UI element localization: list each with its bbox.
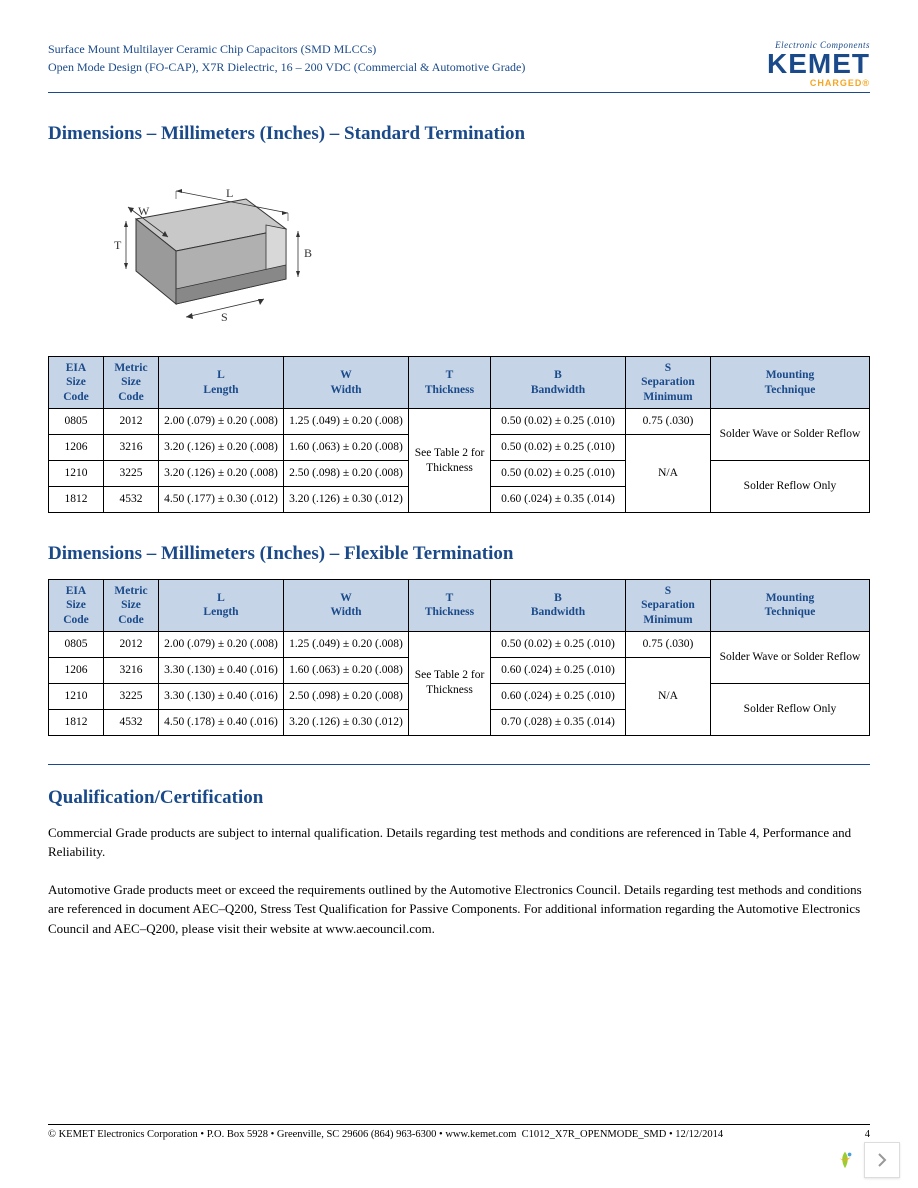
th-B: BBandwidth [491, 579, 626, 631]
th-eia: EIASizeCode [49, 357, 104, 409]
kemet-logo: Electronic Components KEMET CHARGED® [767, 40, 870, 88]
header-divider [48, 92, 870, 93]
svg-text:W: W [138, 204, 150, 218]
svg-text:B: B [304, 246, 312, 260]
header-line1: Surface Mount Multilayer Ceramic Chip Ca… [48, 40, 525, 58]
section-divider [48, 764, 870, 765]
table-row: 08052012 2.00 (.079) ± 0.20 (.008)1.25 (… [49, 632, 870, 658]
dimensions-table-standard: EIASizeCode MetricSizeCode LLength WWidt… [48, 356, 870, 513]
th-T: TThickness [409, 357, 491, 409]
qual-paragraph-2: Automotive Grade products meet or exceed… [48, 880, 870, 939]
doc-header-text: Surface Mount Multilayer Ceramic Chip Ca… [48, 40, 525, 76]
th-metric: MetricSizeCode [104, 357, 159, 409]
component-diagram: W L T B S [76, 159, 870, 344]
svg-text:L: L [226, 186, 233, 200]
qual-paragraph-1: Commercial Grade products are subject to… [48, 823, 870, 862]
dimensions-table-flexible: EIASizeCode MetricSizeCode LLength WWidt… [48, 579, 870, 736]
th-eia: EIASizeCode [49, 579, 104, 631]
table-row: 08052012 2.00 (.079) ± 0.20 (.008)1.25 (… [49, 409, 870, 435]
th-mount: MountingTechnique [711, 579, 870, 631]
section-title-2: Dimensions – Millimeters (Inches) – Flex… [48, 543, 870, 565]
th-W: WWidth [284, 357, 409, 409]
logo-sub: CHARGED® [767, 78, 870, 88]
th-L: LLength [159, 357, 284, 409]
footer-copyright: © KEMET Electronics Corporation • P.O. B… [48, 1129, 723, 1140]
th-mount: MountingTechnique [711, 357, 870, 409]
footer-page-number: 4 [865, 1129, 870, 1140]
th-S: SSeparationMinimum [626, 357, 711, 409]
header-line2: Open Mode Design (FO-CAP), X7R Dielectri… [48, 58, 525, 76]
svg-text:S: S [221, 310, 228, 324]
svg-text:T: T [114, 238, 122, 252]
section-title-1: Dimensions – Millimeters (Inches) – Stan… [48, 123, 870, 145]
page-footer: © KEMET Electronics Corporation • P.O. B… [48, 1124, 870, 1140]
th-T: TThickness [409, 579, 491, 631]
th-metric: MetricSizeCode [104, 579, 159, 631]
pager-logo-icon [834, 1149, 856, 1171]
pagination-control [834, 1142, 900, 1178]
section-title-3: Qualification/Certification [48, 787, 870, 809]
th-S: SSeparationMinimum [626, 579, 711, 631]
next-page-button[interactable] [864, 1142, 900, 1178]
chevron-right-icon [877, 1153, 887, 1167]
th-L: LLength [159, 579, 284, 631]
logo-name: KEMET [767, 50, 870, 78]
th-B: BBandwidth [491, 357, 626, 409]
th-W: WWidth [284, 579, 409, 631]
